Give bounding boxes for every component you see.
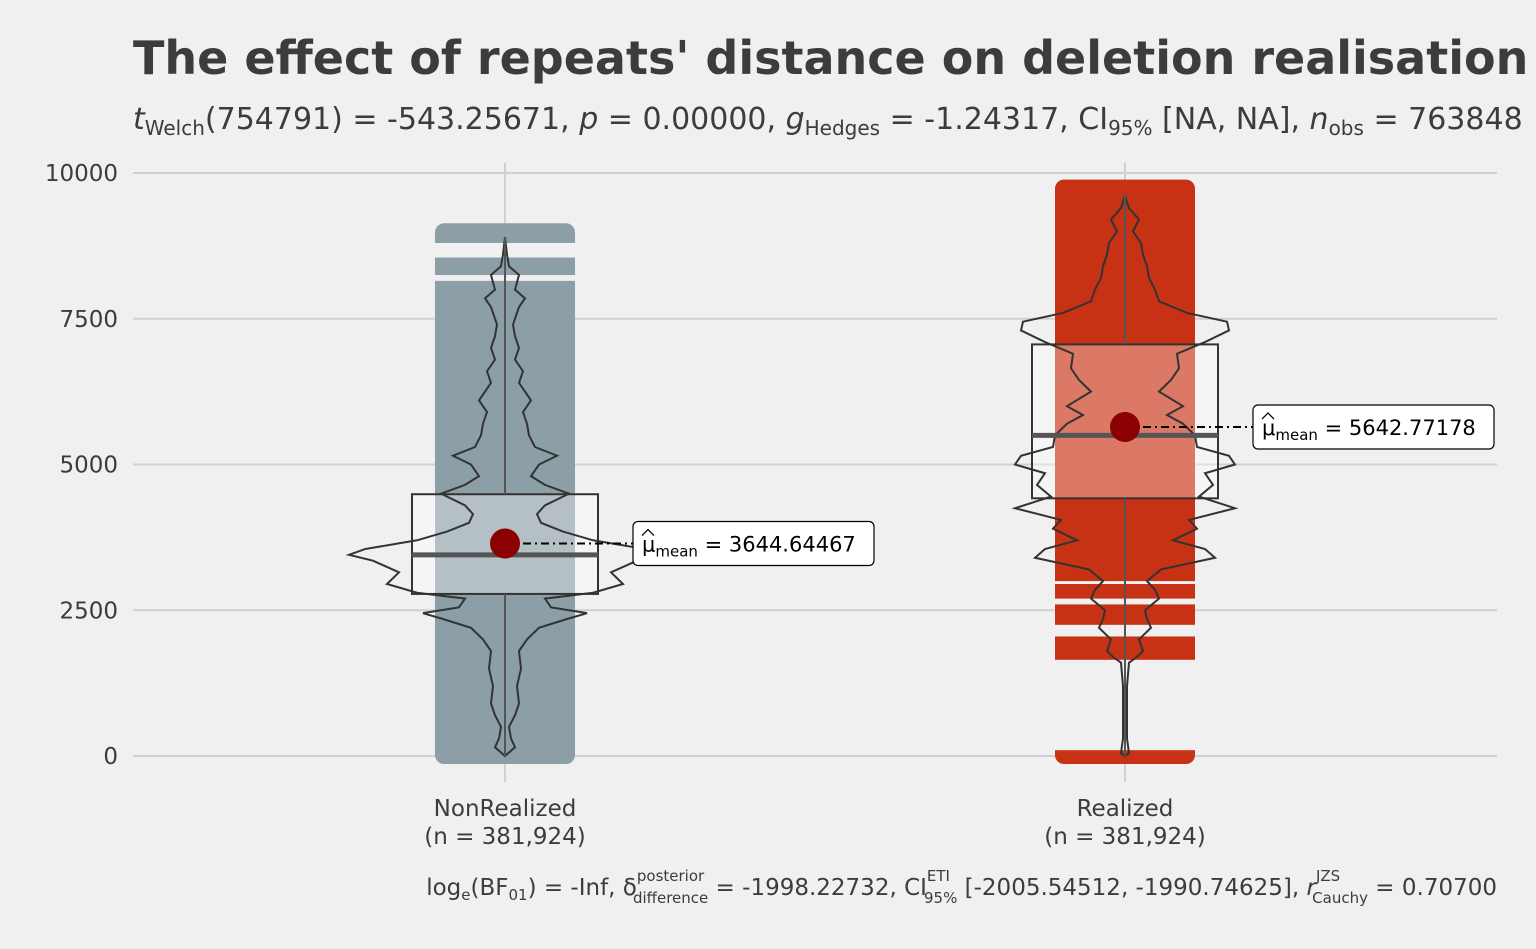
mean-label: μmean = 5642.77178 bbox=[1252, 404, 1495, 450]
subtitle-g-value: = -1.24317, CI bbox=[880, 102, 1108, 137]
chart-title: The effect of repeats' distance on delet… bbox=[133, 31, 1528, 85]
subtitle-ci-sub: 95% bbox=[1108, 116, 1152, 140]
mean-label-box bbox=[1252, 404, 1495, 450]
subtitle-p: p bbox=[578, 102, 598, 137]
caption-log-sub: e bbox=[461, 886, 470, 904]
group-nonrealized: μmean = 3644.64467 bbox=[345, 223, 875, 765]
chart-caption: loge(BF01) = -Inf, δposterior difference … bbox=[426, 867, 1497, 907]
mean-label: μmean = 3644.64467 bbox=[632, 520, 875, 567]
subtitle-t-sub: Welch bbox=[145, 116, 205, 140]
caption-delta-value: = -1998.22732, CI bbox=[708, 875, 927, 901]
caption-r-value: = 0.70700 bbox=[1368, 875, 1497, 901]
x-tick-label: Realized bbox=[1077, 796, 1174, 822]
x-tick-n-label: (n = 381,924) bbox=[1044, 824, 1206, 850]
subtitle-ci-value: [NA, NA], bbox=[1153, 102, 1310, 137]
y-tick-label: 10000 bbox=[45, 161, 118, 187]
subtitle-n: n bbox=[1310, 102, 1329, 137]
mean-hat bbox=[641, 528, 655, 536]
y-tick-label: 0 bbox=[103, 744, 118, 770]
subtitle-g-sub: Hedges bbox=[805, 116, 880, 140]
subtitle-g: g bbox=[786, 102, 805, 137]
y-axis: 0 2500 5000 7500 10000 bbox=[45, 161, 118, 770]
x-axis: NonRealized(n = 381,924)Realized(n = 381… bbox=[424, 796, 1206, 850]
grid bbox=[133, 163, 1497, 782]
caption-bf-sub: 01 bbox=[508, 886, 527, 904]
subtitle-t-value: (754791) = -543.25671, bbox=[205, 102, 579, 137]
caption-r-sub: Cauchy bbox=[1312, 889, 1368, 907]
caption-ci-sub: 95% bbox=[924, 889, 957, 907]
group-realized: μmean = 5642.77178 bbox=[1011, 179, 1495, 764]
subtitle-n-sub: obs bbox=[1329, 116, 1364, 140]
mean-point bbox=[490, 528, 520, 559]
y-tick-label: 2500 bbox=[59, 598, 118, 624]
caption-delta-sub: difference bbox=[633, 889, 708, 907]
mean-sub: mean bbox=[1275, 426, 1318, 444]
caption-r: r bbox=[1306, 875, 1317, 901]
mean-value: = 3644.64467 bbox=[698, 533, 856, 557]
caption-delta-sup: posterior bbox=[637, 867, 705, 885]
subtitle-n-value: = 763848 bbox=[1364, 102, 1523, 137]
caption-ci-value: [-2005.54512, -1990.74625], bbox=[957, 875, 1306, 901]
x-tick-n-label: (n = 381,924) bbox=[424, 824, 586, 850]
mean-label-text: μmean = 3644.64467 bbox=[642, 533, 856, 561]
mean-value: = 5642.77178 bbox=[1318, 416, 1476, 440]
mean-label-text: μmean = 5642.77178 bbox=[1262, 416, 1476, 444]
caption-bf-value: ) = -Inf, δ bbox=[528, 875, 637, 901]
mean-symbol: μ bbox=[642, 533, 655, 557]
mean-label-box bbox=[632, 520, 875, 567]
caption-bf: (BF bbox=[470, 875, 508, 901]
subtitle-t: t bbox=[133, 102, 146, 137]
mean-sub: mean bbox=[655, 543, 698, 561]
caption-ci-sup: ETI bbox=[927, 867, 950, 885]
x-tick-label: NonRealized bbox=[434, 796, 577, 822]
mean-hat bbox=[1261, 412, 1275, 420]
mean-point bbox=[1110, 412, 1140, 443]
y-tick-label: 7500 bbox=[59, 307, 118, 333]
mean-symbol: μ bbox=[1262, 416, 1275, 440]
caption-r-sup: JZS bbox=[1315, 867, 1340, 885]
y-tick-label: 5000 bbox=[59, 453, 118, 479]
points-band bbox=[1055, 179, 1195, 764]
subtitle-p-value: = 0.00000, bbox=[598, 102, 785, 137]
chart-subtitle: tWelch(754791) = -543.25671, p = 0.00000… bbox=[133, 102, 1523, 140]
caption-log: log bbox=[426, 875, 461, 901]
